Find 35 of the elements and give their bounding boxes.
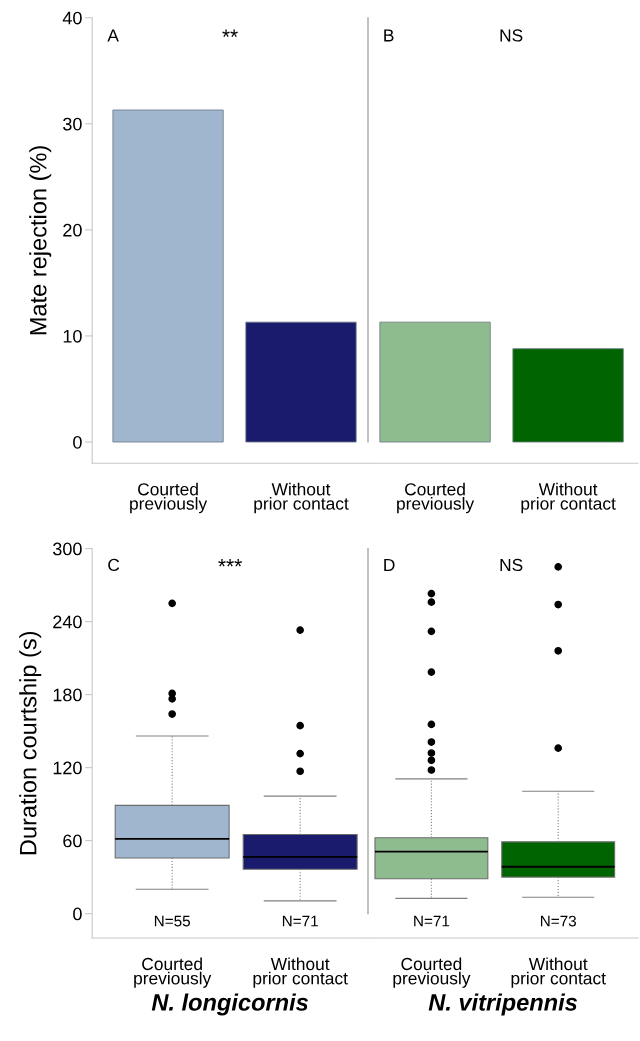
y-tick-label: 180 (53, 688, 82, 702)
annotation: A (107, 29, 119, 42)
y-tick-label: 120 (53, 761, 82, 775)
y-tick-label: 0 (73, 907, 82, 921)
annotation: N=71 (414, 915, 450, 927)
x-tick-label: Courted previously (130, 482, 208, 514)
annotation: NS (500, 558, 523, 572)
x-tick-label: Courted previously (397, 482, 475, 514)
annotation: N=71 (282, 915, 318, 927)
x-tick-label: Without prior contact (511, 957, 606, 988)
y-tick-label: 30 (63, 117, 82, 131)
annotation: C (108, 558, 120, 572)
x-axis-title: N. vitripennis (428, 993, 578, 1016)
annotation: N=73 (540, 915, 576, 927)
y-tick-label: 40 (62, 11, 82, 25)
y-tick-label: 60 (63, 834, 82, 848)
x-tick-label: Courted previously (393, 957, 471, 988)
y-tick-label: 300 (53, 542, 82, 556)
annotation: NS (500, 29, 523, 42)
annotation: D (384, 558, 395, 571)
y-tick-label: 240 (53, 615, 82, 629)
x-axis-title: N. longicornis (151, 993, 308, 1016)
annotation: *** (218, 559, 242, 567)
y-tick-label: 20 (63, 223, 82, 237)
annotation: ** (222, 29, 238, 37)
y-tick-label: 10 (63, 329, 82, 343)
x-tick-label: Without prior contact (253, 957, 348, 988)
y-axis-title: Duration courtship (s) (19, 631, 42, 855)
y-tick-label: 0 (73, 435, 82, 449)
x-tick-label: Courted previously (134, 957, 212, 988)
y-axis-title: Mate rejection (%) (29, 146, 52, 335)
annotation: N=55 (154, 915, 190, 927)
x-tick-label: Without prior contact (254, 482, 349, 514)
annotation: B (384, 29, 394, 42)
x-tick-label: Without prior contact (521, 482, 616, 514)
